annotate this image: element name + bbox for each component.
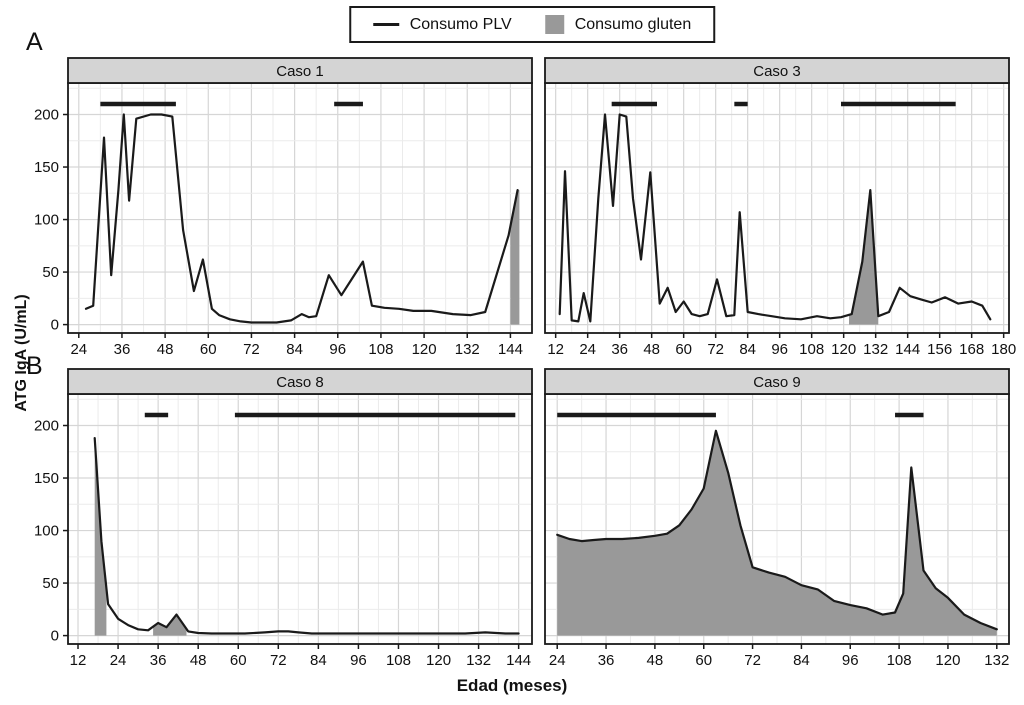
x-tick-label: 72 [270,652,287,668]
x-tick-label: 72 [707,341,724,357]
x-tick-label: 12 [70,652,87,668]
x-tick-label: 36 [611,341,628,357]
panel-title: Caso 8 [276,374,324,391]
legend: Consumo PLV Consumo gluten [349,6,716,43]
x-tick-label: 24 [70,341,87,357]
y-tick-label: 50 [42,575,59,592]
x-tick-label: 108 [799,341,824,357]
panel-strip [67,57,533,84]
gluten-fill-swatch-icon [545,15,565,34]
y-tick-label: 0 [51,317,59,334]
panel-title: Caso 1 [276,63,324,80]
x-tick-label: 60 [230,652,247,668]
y-tick-label: 200 [34,107,59,124]
x-tick-label: 120 [935,652,960,668]
panel-title: Caso 9 [753,374,801,391]
section-label-b: B [26,352,43,380]
x-tick-label: 36 [114,341,131,357]
panel-strip [544,57,1010,84]
section-label-a: A [26,28,43,56]
panel-background [545,83,1009,333]
series-line [556,429,998,631]
x-tick-label: 132 [455,341,480,357]
x-tick-label: 60 [200,341,217,357]
y-tick-label: 150 [34,470,59,487]
x-tick-label: 144 [895,341,920,357]
panel-strip [67,368,533,395]
x-tick-label: 96 [350,652,367,668]
x-tick-label: 120 [412,341,437,357]
x-tick-label: 24 [549,652,566,668]
x-tick-label: 36 [598,652,615,668]
y-tick-label: 50 [42,264,59,281]
x-tick-label: 120 [426,652,451,668]
plv-line-swatch-icon [373,23,400,26]
x-tick-label: 24 [579,341,596,357]
x-tick-label: 12 [547,341,564,357]
x-axis-title: Edad (meses) [456,676,568,695]
series-line [558,113,992,323]
x-tick-label: 72 [744,652,761,668]
x-tick-label: 84 [286,341,303,357]
x-tick-label: 84 [793,652,810,668]
x-tick-label: 48 [190,652,207,668]
x-tick-label: 144 [498,341,523,357]
x-tick-label: 24 [110,652,127,668]
x-tick-label: 132 [984,652,1009,668]
x-tick-label: 84 [310,652,327,668]
row-a-chart: Caso 1 24 36 48 60 72 84 96 108 120 132 144 0 50 100 15… [34,57,1016,357]
x-tick-label: 48 [647,652,664,668]
x-tick-label: 36 [150,652,167,668]
x-tick-label: 48 [157,341,174,357]
y-tick-label: 200 [34,418,59,435]
x-tick-label: 60 [675,341,692,357]
series-line [84,113,519,324]
series-line [93,437,520,635]
x-tick-label: 96 [842,652,859,668]
legend-gluten-label: Consumo gluten [574,15,692,33]
panel-background [68,394,532,644]
x-tick-label: 108 [386,652,411,668]
gluten-area [153,614,187,636]
x-tick-label: 108 [887,652,912,668]
x-tick-label: 144 [506,652,531,668]
x-tick-label: 180 [991,341,1016,357]
x-tick-label: 72 [243,341,260,357]
y-tick-label: 150 [34,159,59,176]
x-tick-label: 96 [771,341,788,357]
legend-item-gluten: Consumo gluten [545,15,692,34]
y-tick-label: 100 [34,212,59,229]
y-tick-label: 100 [34,523,59,540]
row-b-chart: Caso 8 12 24 36 48 60 72 84 96 108 120 132 144 0 50 100… [34,368,1010,668]
legend-plv-label: Consumo PLV [409,15,512,33]
legend-item-plv: Consumo PLV [373,15,512,34]
panel-background [68,83,532,333]
x-tick-label: 84 [739,341,756,357]
x-tick-label: 156 [927,341,952,357]
x-tick-label: 48 [643,341,660,357]
y-tick-label: 0 [51,628,59,645]
panel-strip [544,368,1010,395]
x-tick-label: 96 [329,341,346,357]
panel-title: Caso 3 [753,63,801,80]
x-tick-label: 132 [863,341,888,357]
gluten-area [510,190,520,325]
x-tick-label: 168 [959,341,984,357]
x-tick-label: 60 [695,652,712,668]
x-tick-label: 120 [831,341,856,357]
gluten-area [557,430,997,636]
x-tick-label: 132 [466,652,491,668]
x-tick-label: 108 [368,341,393,357]
